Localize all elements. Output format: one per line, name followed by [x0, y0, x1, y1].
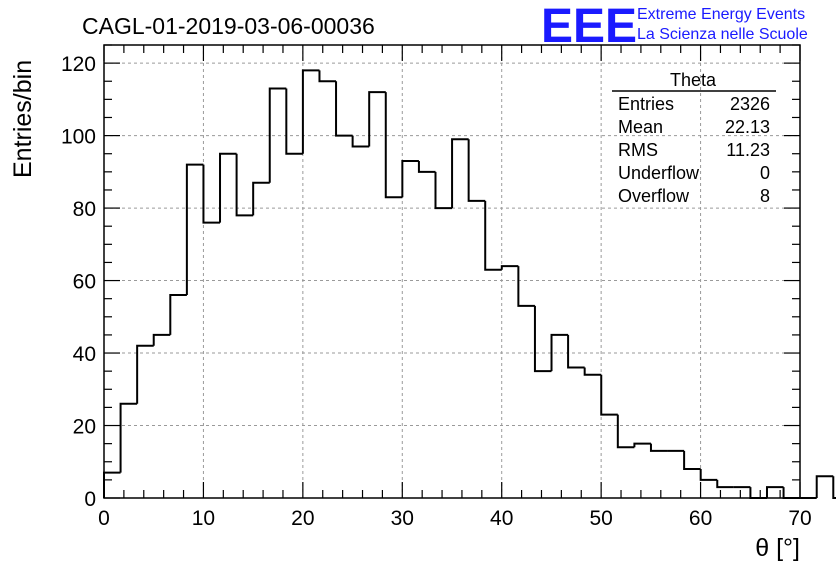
stats-row-value: 22.13: [725, 117, 770, 137]
histogram-bin: [202, 164, 221, 224]
y-tick-label: 100: [61, 126, 96, 149]
histogram-bin: [401, 159, 419, 198]
histogram-bin: [152, 333, 171, 346]
histogram-bin: [185, 163, 204, 296]
x-tick-label: 70: [788, 507, 811, 530]
eee-logo-mark: EEE: [541, 0, 637, 53]
histogram-bin: [451, 138, 469, 209]
y-tick-label: 20: [73, 416, 96, 439]
stats-row-label: Overflow: [618, 186, 690, 206]
histogram-series: [103, 69, 836, 499]
stats-box-title: Theta: [670, 70, 717, 90]
histogram-bin: [169, 294, 187, 335]
histogram-bin: [285, 88, 303, 155]
plot-area-border: [103, 44, 801, 499]
histogram-bin: [699, 469, 718, 481]
stats-row-label: Underflow: [618, 163, 700, 183]
stats-row-value: 11.23: [726, 140, 770, 160]
stats-row-label: Mean: [618, 117, 663, 137]
histogram-bin: [119, 402, 138, 473]
grid-lines: [104, 45, 800, 498]
histogram-bin: [335, 81, 353, 137]
y-tick-label: 0: [84, 488, 96, 511]
histogram-bin: [765, 486, 784, 498]
axis-ticks: [103, 44, 801, 499]
x-tick-label: 20: [291, 507, 314, 530]
logo-line-2: La Scienza nelle Scuole: [637, 26, 808, 43]
chart-title: CAGL-01-2019-03-06-00036: [82, 13, 375, 39]
x-axis-title: θ [°]: [755, 534, 800, 562]
x-tick-label: 0: [98, 507, 110, 530]
histogram-bin: [749, 487, 767, 499]
histogram-bin: [268, 87, 287, 183]
histogram-bin: [500, 265, 519, 270]
logo-line-1: Extreme Energy Events: [637, 6, 805, 23]
y-tick-label: 60: [73, 271, 96, 294]
histogram-bin: [351, 135, 370, 148]
histogram-bin: [649, 443, 668, 452]
histogram-bin: [384, 92, 403, 199]
stats-row-value: 2326: [730, 94, 770, 114]
histogram-bin: [301, 69, 320, 154]
histogram-bin: [716, 479, 734, 489]
histogram-bin: [600, 374, 618, 416]
histogram-bin: [434, 171, 453, 210]
histogram-bin: [533, 305, 552, 373]
x-tick-label: 10: [192, 507, 215, 530]
histogram-bin: [235, 153, 254, 217]
x-tick-label: 60: [689, 507, 712, 530]
x-tick-label: 50: [589, 507, 612, 530]
histogram-bin: [517, 266, 535, 307]
x-tick-label: 30: [391, 507, 414, 530]
histogram-bin: [467, 139, 486, 202]
stats-row-label: Entries: [618, 94, 674, 114]
stats-rows: Entries 2326 Mean 22.13 RMS 11.23 Underflow 0 Ov…: [618, 94, 770, 206]
histogram-bin: [782, 487, 801, 499]
histogram-bin: [219, 152, 237, 223]
histogram-bin: [832, 476, 836, 499]
stats-row-value: 0: [760, 163, 770, 183]
y-tick-label: 40: [73, 343, 96, 366]
histogram-bin: [583, 367, 602, 376]
histogram-bin: [633, 442, 651, 448]
histogram-bin: [368, 91, 386, 147]
histogram-bin: [550, 333, 569, 372]
histogram-bin: [616, 414, 635, 449]
histogram-bin: [484, 200, 502, 271]
histogram-bin: [252, 181, 270, 216]
histogram-bin: [103, 471, 121, 498]
eee-logo: EEE Extreme Energy Events La Scienza nel…: [541, 0, 808, 53]
histogram-bin: [567, 334, 585, 369]
stats-box: Theta Entries 2326 Mean 22.13 RMS 11.23 Underf…: [612, 70, 776, 206]
histogram-bin: [417, 160, 436, 173]
y-axis-title: Entries/bin: [9, 60, 37, 178]
histogram-bin: [318, 70, 337, 83]
histogram-bin: [683, 450, 701, 471]
y-tick-label: 120: [61, 53, 96, 76]
y-tick-label: 80: [73, 198, 96, 221]
plot-frame: [103, 44, 801, 499]
stats-row-value: 8: [760, 186, 770, 206]
x-tick-label: 40: [490, 507, 513, 530]
stats-row-label: RMS: [618, 140, 658, 160]
histogram-bin: [815, 475, 834, 498]
histogram-bin: [136, 344, 154, 404]
